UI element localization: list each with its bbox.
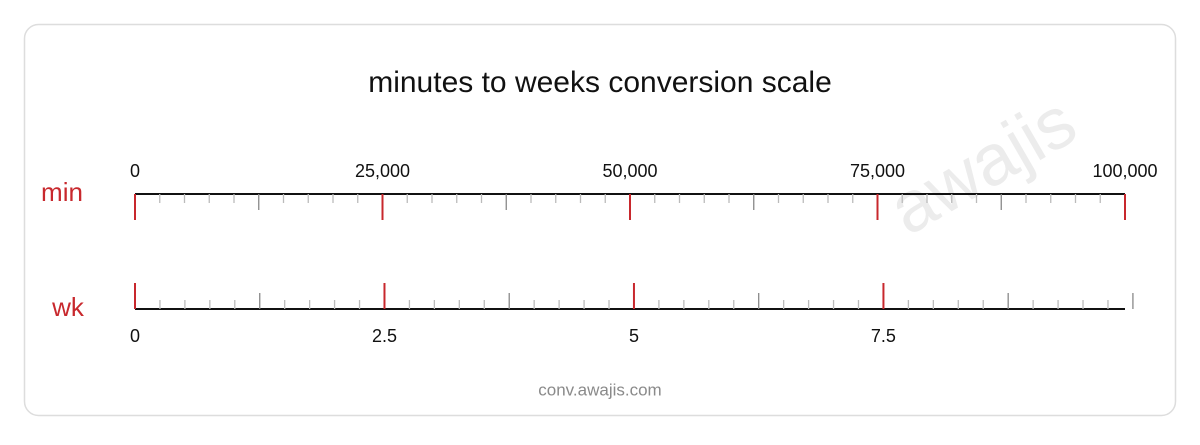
tick-label: 2.5 xyxy=(372,326,397,346)
card-border xyxy=(23,23,1177,417)
unit-label: wk xyxy=(51,292,85,322)
tick-label: 0 xyxy=(130,161,140,181)
source: conv.awajis.com xyxy=(538,380,661,399)
tick-label: 25,000 xyxy=(355,161,410,181)
unit-label: min xyxy=(41,177,83,207)
tick-label: 50,000 xyxy=(602,161,657,181)
tick-label: 7.5 xyxy=(871,326,896,346)
tick-label: 0 xyxy=(130,326,140,346)
tick-label: 100,000 xyxy=(1092,161,1157,181)
tick-label: 75,000 xyxy=(850,161,905,181)
tick-label: 5 xyxy=(629,326,639,346)
chart-title: minutes to weeks conversion scale xyxy=(368,66,832,99)
